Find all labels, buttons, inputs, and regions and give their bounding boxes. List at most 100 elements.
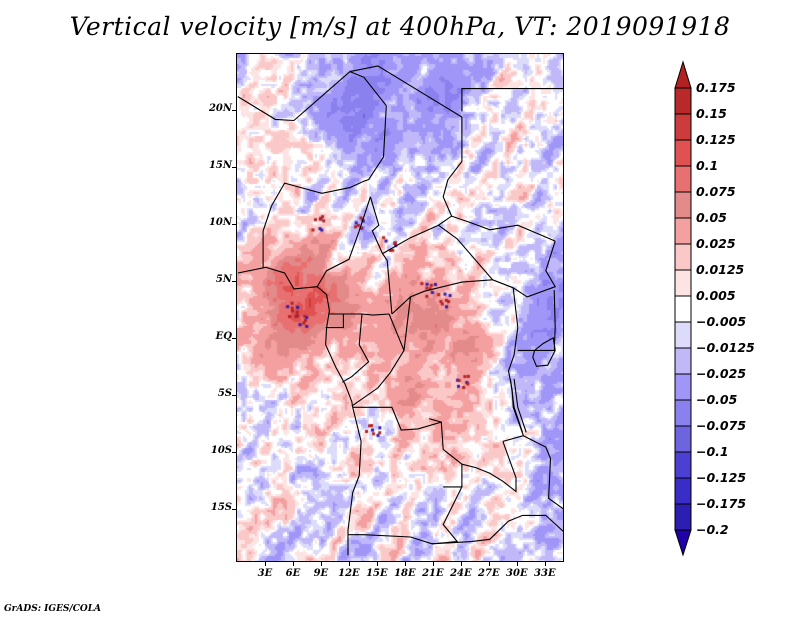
country-border-line (237, 70, 387, 122)
y-tick-label: 20N (208, 103, 232, 115)
country-border-line (262, 205, 273, 232)
colorbar-cell (674, 347, 692, 375)
colorbar-label: −0.175 (696, 496, 747, 511)
colorbar-cell (674, 477, 692, 505)
colorbar-label: 0.0125 (696, 262, 745, 277)
y-tick-label: 5N (215, 274, 232, 286)
grads-credit: GrADS: IGES/COLA (4, 604, 102, 614)
colorbar-cell (674, 113, 692, 141)
chart-title: Vertical velocity [m/s] at 400hPa, VT: 2… (69, 12, 731, 41)
country-border-line (369, 196, 393, 315)
country-border-line (461, 88, 563, 112)
x-tick-mark (488, 562, 490, 566)
map-panel (236, 53, 564, 562)
country-borders (237, 65, 563, 556)
colorbar-label: −0.0125 (696, 340, 755, 355)
country-border-line (471, 514, 563, 543)
x-tick-label: 30E (506, 568, 528, 579)
colorbar-cell (674, 451, 692, 479)
country-border-line (532, 337, 556, 367)
country-border-line (349, 65, 463, 162)
x-tick-mark (516, 562, 518, 566)
country-border-line (316, 196, 371, 287)
x-tick-mark (320, 562, 322, 566)
country-border-line (461, 441, 517, 493)
y-tick-mark (232, 508, 236, 510)
y-tick-mark (232, 224, 236, 226)
colorbar-top-arrow (674, 60, 692, 89)
country-border-line (403, 296, 412, 351)
country-border-line (502, 435, 524, 442)
x-tick-label: 27E (478, 568, 500, 579)
colorbar-label: 0.05 (696, 210, 727, 225)
x-tick-mark (264, 562, 266, 566)
colorbar-cell (674, 269, 692, 297)
y-tick-mark (232, 451, 236, 453)
x-tick-label: 6E (285, 568, 301, 579)
y-tick-mark (232, 167, 236, 169)
x-tick-label: 33E (534, 568, 556, 579)
colorbar-cell (674, 399, 692, 427)
x-tick-mark (404, 562, 406, 566)
x-tick-label: 15E (366, 568, 388, 579)
y-tick-mark (232, 394, 236, 396)
x-tick-mark (432, 562, 434, 566)
country-border-line (523, 435, 563, 510)
colorbar-label: −0.005 (696, 314, 747, 329)
country-border-line (438, 161, 463, 226)
colorbar-cell (674, 321, 692, 349)
country-border-line (352, 406, 463, 487)
y-tick-label: 15S (210, 501, 232, 513)
colorbar-cell (674, 87, 692, 115)
x-tick-label: 3E (257, 568, 273, 579)
colorbar-cell (674, 139, 692, 167)
x-tick-mark (292, 562, 294, 566)
country-border-line (513, 378, 527, 433)
country-border-line (343, 313, 390, 316)
x-tick-label: 18E (394, 568, 416, 579)
country-border-line (342, 313, 370, 383)
colorbar-label: 0.005 (696, 288, 736, 303)
x-tick-mark (376, 562, 378, 566)
y-tick-mark (232, 281, 236, 283)
country-border-line (271, 180, 366, 207)
country-border-line (431, 486, 463, 545)
colorbar-cell (674, 165, 692, 193)
x-tick-mark (348, 562, 350, 566)
colorbar (674, 60, 692, 557)
y-tick-label: 10N (208, 217, 232, 229)
colorbar-label: 0.125 (696, 132, 736, 147)
y-tick-mark (232, 110, 236, 112)
country-border-line (351, 313, 405, 407)
x-tick-mark (544, 562, 546, 566)
country-border-line (382, 224, 494, 315)
colorbar-bottom-arrow (674, 529, 692, 557)
x-tick-label: 21E (422, 568, 444, 579)
colorbar-cell (674, 425, 692, 453)
country-border-line (492, 240, 557, 298)
country-border-line (348, 534, 472, 545)
colorbar-label: −0.05 (696, 392, 738, 407)
country-border-line (429, 418, 442, 423)
colorbar-label: 0.075 (696, 184, 736, 199)
country-border-line (451, 215, 556, 242)
colorbar-label: −0.2 (696, 522, 729, 537)
x-tick-label: 12E (338, 568, 360, 579)
y-tick-label: EQ (215, 331, 232, 342)
y-tick-label: 10S (210, 444, 232, 456)
colorbar-label: −0.025 (696, 366, 747, 381)
colorbar-label: 0.025 (696, 236, 736, 251)
y-tick-label: 15N (208, 160, 232, 172)
colorbar-cell (674, 217, 692, 245)
colorbar-cell (674, 295, 692, 323)
country-border-line (237, 266, 362, 556)
colorbar-label: 0.15 (696, 106, 727, 121)
colorbar-label: −0.1 (696, 444, 729, 459)
colorbar-label: −0.125 (696, 470, 747, 485)
vertical-velocity-field (237, 54, 563, 561)
colorbar-cell (674, 373, 692, 401)
colorbar-cell (674, 243, 692, 271)
colorbar-label: 0.1 (696, 158, 719, 173)
country-border-line (507, 287, 524, 436)
x-tick-label: 9E (313, 568, 329, 579)
